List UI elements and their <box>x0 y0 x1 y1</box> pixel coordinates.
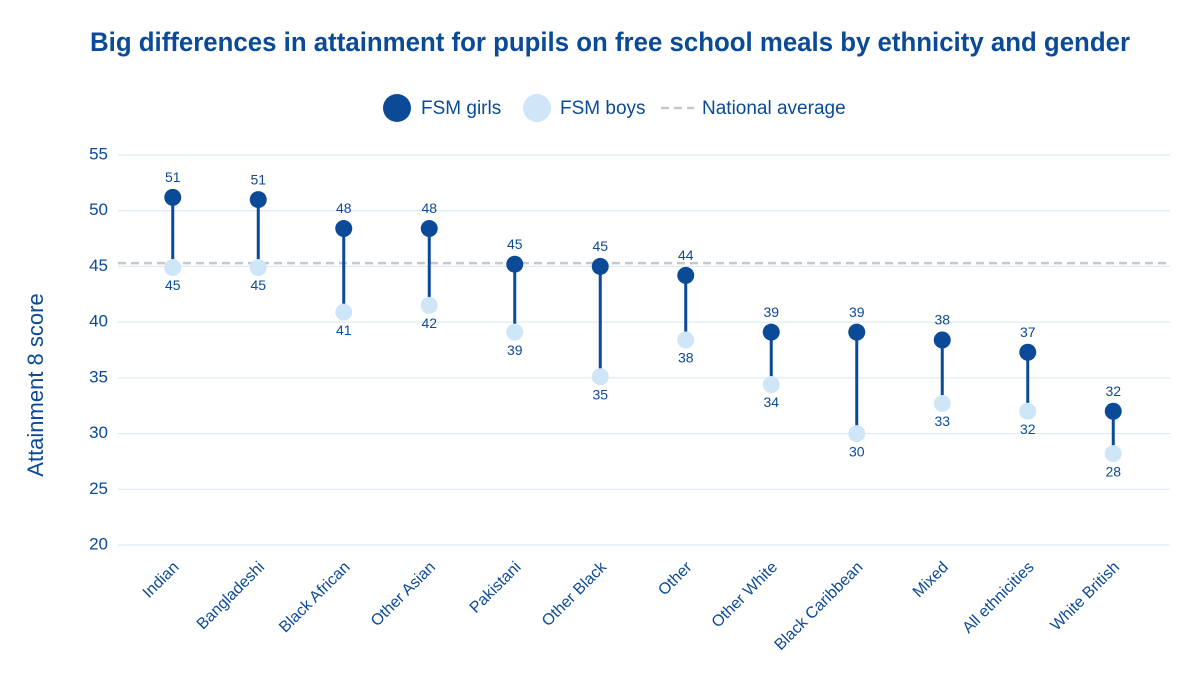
value-label: 37 <box>1020 324 1036 340</box>
legend-marker <box>523 94 551 122</box>
y-tick-label: 30 <box>89 423 108 442</box>
legend-label: FSM girls <box>421 98 501 119</box>
girls-dot <box>249 191 267 209</box>
y-tick-label: 50 <box>89 200 108 219</box>
legend-label: FSM boys <box>560 98 646 119</box>
value-label: 33 <box>934 413 950 429</box>
x-tick-label: Other Black <box>539 558 611 630</box>
value-label: 28 <box>1105 463 1121 479</box>
girls-dot <box>335 220 353 238</box>
value-label: 30 <box>849 443 865 459</box>
value-label: 45 <box>507 236 523 252</box>
value-label: 38 <box>934 312 950 328</box>
x-tick-label: Black Caribbean <box>772 559 867 654</box>
chart-title: Big differences in attainment for pupils… <box>90 27 1130 57</box>
y-tick-label: 45 <box>89 256 108 275</box>
boys-dot <box>249 259 267 277</box>
boys-dot <box>164 259 182 277</box>
girls-dot <box>677 266 695 284</box>
x-tick-label: Pakistani <box>467 559 525 617</box>
y-tick-label: 25 <box>89 479 108 498</box>
boys-dot <box>1104 445 1122 463</box>
y-tick-label: 20 <box>89 534 108 553</box>
x-tick-label: Other <box>655 558 696 599</box>
value-label: 35 <box>592 386 608 402</box>
boys-dot <box>848 425 866 443</box>
x-tick-label: All ethnicities <box>960 559 1038 637</box>
girls-dot <box>1104 402 1122 420</box>
boys-dot <box>1019 402 1037 420</box>
y-tick-label: 35 <box>89 367 108 386</box>
value-label: 48 <box>336 200 352 216</box>
value-label: 51 <box>250 171 266 187</box>
x-tick-label: Indian <box>140 559 183 602</box>
value-label: 34 <box>763 394 779 410</box>
legend-marker <box>383 94 411 122</box>
value-label: 42 <box>421 315 437 331</box>
girls-dot <box>1019 343 1037 361</box>
x-tick-label: Mixed <box>910 559 952 601</box>
x-tick-label: Black African <box>276 559 353 636</box>
girls-dot <box>164 188 182 206</box>
value-label: 32 <box>1020 421 1036 437</box>
value-label: 45 <box>250 277 266 293</box>
girls-dot <box>762 323 780 341</box>
legend-label: National average <box>702 98 846 119</box>
boys-dot <box>420 296 438 314</box>
y-tick-label: 40 <box>89 312 108 331</box>
girls-dot <box>933 331 951 349</box>
y-axis-title: Attainment 8 score <box>23 293 48 476</box>
value-label: 45 <box>592 238 608 254</box>
girls-dot <box>591 257 609 275</box>
boys-dot <box>591 368 609 386</box>
x-tick-label: Other White <box>709 559 781 631</box>
value-label: 48 <box>421 200 437 216</box>
boys-dot <box>506 323 524 341</box>
value-label: 44 <box>678 247 694 263</box>
boys-dot <box>335 303 353 321</box>
value-label: 41 <box>336 322 352 338</box>
x-tick-label: Bangladeshi <box>194 559 268 633</box>
boys-dot <box>762 376 780 394</box>
value-label: 51 <box>165 169 181 185</box>
x-tick-label: White British <box>1048 559 1124 635</box>
value-label: 39 <box>507 342 523 358</box>
girls-dot <box>848 323 866 341</box>
value-label: 39 <box>849 304 865 320</box>
value-label: 39 <box>763 304 779 320</box>
y-tick-label: 55 <box>89 144 108 163</box>
girls-dot <box>506 255 524 273</box>
boys-dot <box>677 331 695 349</box>
boys-dot <box>933 394 951 412</box>
value-label: 32 <box>1105 383 1121 399</box>
value-label: 45 <box>165 277 181 293</box>
x-tick-label: Other Asian <box>368 559 439 630</box>
girls-dot <box>420 220 438 238</box>
value-label: 38 <box>678 350 694 366</box>
